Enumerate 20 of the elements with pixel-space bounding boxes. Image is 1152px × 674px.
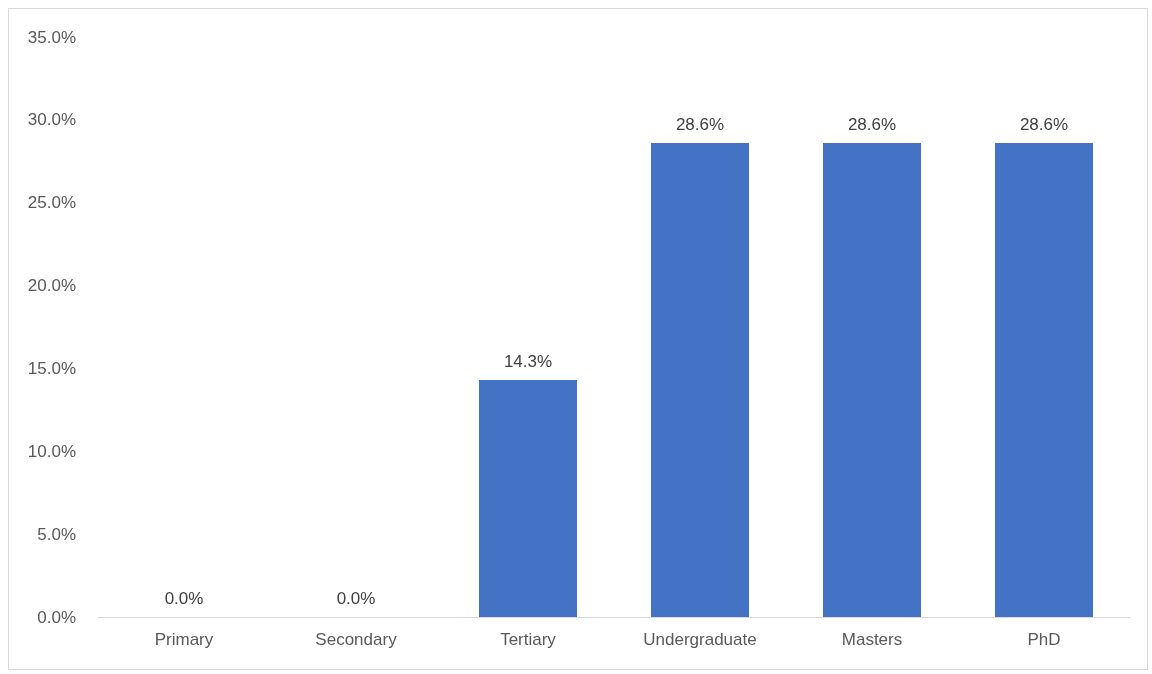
data-label: 28.6%: [675, 115, 725, 135]
y-tick-label: 0.0%: [37, 607, 76, 627]
x-tick-label: Masters: [841, 630, 903, 649]
y-tick-label: 5.0%: [37, 524, 76, 544]
x-tick-label: Primary: [154, 630, 214, 649]
y-tick-label: 35.0%: [27, 27, 76, 47]
data-label: 14.3%: [503, 352, 553, 372]
x-tick-label: PhD: [1027, 630, 1061, 649]
data-label: 28.6%: [847, 115, 897, 135]
x-tick-label: Secondary: [315, 630, 398, 649]
data-label: 0.0%: [164, 589, 204, 608]
y-tick-label: 20.0%: [27, 276, 76, 296]
y-tick-label: 30.0%: [27, 110, 76, 130]
x-tick-label: Tertiary: [500, 630, 557, 649]
data-label: 0.0%: [336, 589, 376, 608]
y-tick-label: 25.0%: [27, 193, 76, 213]
data-label: 28.6%: [1019, 115, 1069, 135]
x-tick-label: Undergraduate: [643, 630, 757, 649]
y-tick-label: 10.0%: [27, 441, 76, 461]
y-tick-label: 15.0%: [27, 358, 76, 378]
